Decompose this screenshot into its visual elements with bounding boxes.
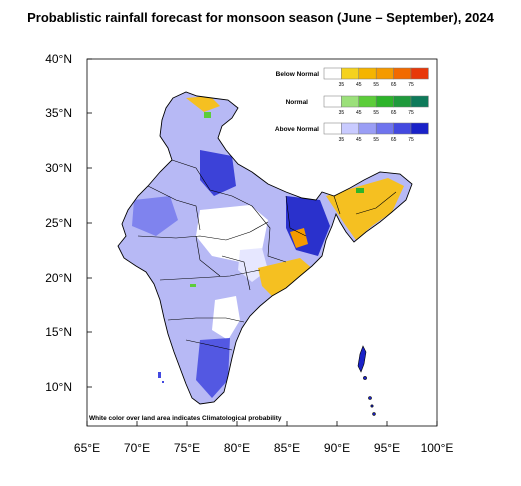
legend-swatch <box>375 122 394 135</box>
legend-tick-label: 55 <box>373 110 379 116</box>
legend: Below Normal 35 45 55 65 75 Normal 35 45 55 65 7… <box>275 67 429 143</box>
y-tick-label: 15°N <box>45 325 72 339</box>
legend-swatch <box>410 122 429 135</box>
x-tick-label: 75°E <box>174 441 200 455</box>
legend-swatch <box>358 95 377 108</box>
legend-swatch <box>358 67 377 80</box>
legend-tick-label: 55 <box>373 82 379 88</box>
legend-tick-label: 45 <box>356 137 362 143</box>
y-axis <box>87 58 92 388</box>
y-tick-label: 10°N <box>45 380 72 394</box>
legend-tick-label: 65 <box>391 82 397 88</box>
legend-tick-label: 45 <box>356 110 362 116</box>
legend-tick-label: 55 <box>373 137 379 143</box>
legend-normal: Normal 35 45 55 65 75 <box>286 95 429 116</box>
lakshadweep-islands <box>158 372 164 383</box>
legend-tick-label: 75 <box>408 82 414 88</box>
legend-tick-label: 35 <box>339 137 345 143</box>
legend-tick-label: 65 <box>391 110 397 116</box>
legend-swatch <box>341 95 360 108</box>
y-tick-label: 20°N <box>45 271 72 285</box>
legend-tick-label: 35 <box>339 82 345 88</box>
legend-swatch <box>358 122 377 135</box>
legend-tick-label: 35 <box>339 110 345 116</box>
legend-swatch <box>341 67 360 80</box>
y-tick-label: 35°N <box>45 106 72 120</box>
y-tick-label: 40°N <box>45 52 72 66</box>
legend-tick-label: 65 <box>391 137 397 143</box>
legend-below-normal: Below Normal 35 45 55 65 75 <box>276 67 429 88</box>
legend-above-normal: Above Normal 35 45 55 65 75 <box>275 122 429 143</box>
x-tick-label: 95°E <box>374 441 400 455</box>
x-tick-label: 85°E <box>274 441 300 455</box>
x-tick-label: 100°E <box>421 441 454 455</box>
legend-swatch <box>341 122 360 135</box>
legend-swatch <box>323 122 342 135</box>
x-tick-label: 90°E <box>324 441 350 455</box>
legend-label: Normal <box>286 99 309 106</box>
legend-tick-label: 45 <box>356 82 362 88</box>
x-tick-label: 80°E <box>224 441 250 455</box>
legend-label: Below Normal <box>276 71 320 78</box>
legend-swatch <box>323 67 342 80</box>
legend-swatch <box>410 67 429 80</box>
legend-swatch <box>375 67 394 80</box>
india-outline <box>117 91 413 405</box>
x-axis <box>86 421 438 426</box>
legend-swatch <box>410 95 429 108</box>
y-tick-label: 30°N <box>45 161 72 175</box>
legend-label: Above Normal <box>275 126 319 133</box>
x-tick-label: 70°E <box>124 441 150 455</box>
andaman-islands <box>357 345 376 416</box>
state-boundaries <box>137 159 397 351</box>
y-tick-label: 25°N <box>45 216 72 230</box>
legend-tick-label: 75 <box>408 137 414 143</box>
legend-swatch <box>375 95 394 108</box>
legend-swatch <box>323 95 342 108</box>
legend-swatch <box>393 67 412 80</box>
legend-swatch <box>393 122 412 135</box>
chart-title: Probablistic rainfall forecast for monso… <box>27 10 494 25</box>
legend-swatch <box>393 95 412 108</box>
x-tick-label: 65°E <box>74 441 100 455</box>
legend-tick-label: 75 <box>408 110 414 116</box>
climatology-note: White color over land area indicates Cli… <box>89 415 282 422</box>
